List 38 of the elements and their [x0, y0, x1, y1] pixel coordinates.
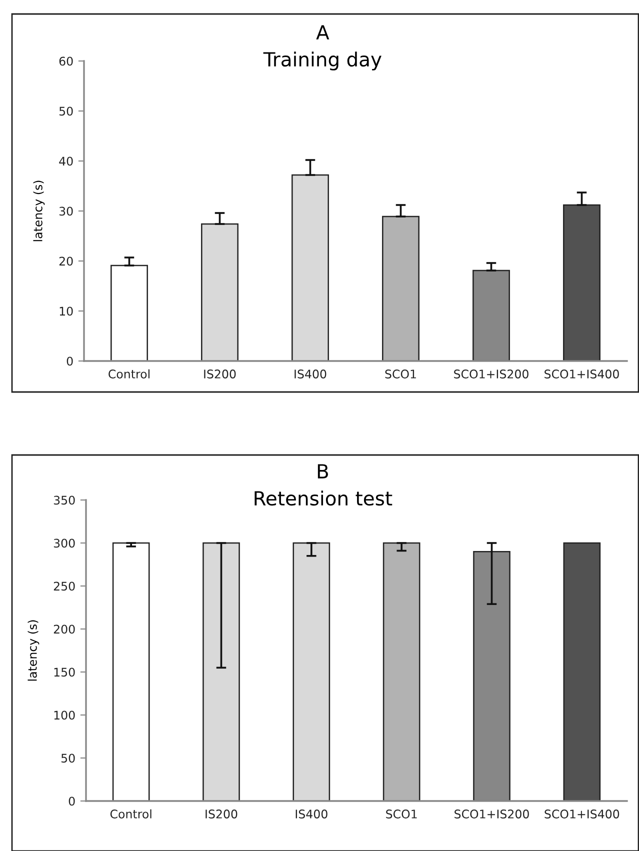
y-tick-label: 150 — [54, 668, 75, 677]
y-tick-label: 30 — [59, 206, 73, 216]
x-tick-label: Control — [108, 369, 150, 378]
y-tick-label: 350 — [54, 496, 75, 505]
x-tick-label: IS200 — [206, 810, 238, 818]
y-tick-label: 60 — [59, 56, 73, 66]
x-tick-label: IS400 — [294, 370, 326, 378]
y-tick-label: 0 — [68, 796, 75, 806]
y-tick-label: 250 — [54, 582, 75, 591]
chart-subtitle: Retension test — [254, 490, 392, 506]
y-axis-title: latency (s) — [28, 620, 40, 681]
chart-subtitle: Training day — [263, 52, 382, 70]
chart-title: B — [318, 464, 328, 478]
y-tick-label: 300 — [54, 538, 75, 548]
x-tick-label: IS200 — [204, 370, 236, 378]
x-tick-label: SCO1 — [385, 370, 416, 378]
x-tick-label: SCO1+IS200 — [454, 370, 528, 378]
bar — [110, 264, 148, 361]
y-tick-label: 50 — [61, 754, 75, 763]
x-tick-label: SCO1+IS200 — [454, 810, 529, 818]
y-tick-label: 40 — [59, 156, 73, 166]
x-tick-label: SCO1 — [386, 810, 417, 818]
y-tick-label: 10 — [60, 306, 73, 316]
y-tick-label: 100 — [54, 710, 75, 720]
bar — [201, 223, 238, 361]
chart-title: A — [316, 25, 330, 40]
y-tick-label: 50 — [59, 106, 73, 116]
x-tick-label: SCO1+IS400 — [544, 370, 619, 378]
y-tick-label: 0 — [66, 356, 73, 366]
x-tick-label: Control — [110, 809, 152, 818]
x-tick-label: SCO1+IS400 — [544, 810, 620, 818]
bar — [563, 204, 600, 361]
x-tick-label: IS400 — [296, 810, 328, 818]
y-tick-label: 200 — [54, 624, 75, 634]
y-axis-title: latency (s) — [33, 180, 45, 242]
bar — [292, 174, 329, 361]
bar — [382, 216, 420, 361]
y-tick-label: 20 — [59, 256, 73, 266]
